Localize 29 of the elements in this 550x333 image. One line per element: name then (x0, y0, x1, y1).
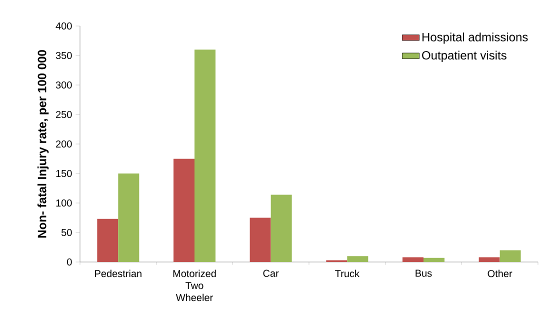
bar (402, 257, 424, 262)
y-tick-label: 300 (56, 81, 72, 89)
legend-label: Outpatient visits (422, 50, 506, 62)
bar (250, 218, 271, 262)
y-tick-label: 400 (56, 22, 72, 30)
y-tick-label: 200 (56, 140, 72, 148)
y-tick-label: 350 (56, 52, 72, 60)
bar (97, 218, 118, 262)
y-axis-title: Non- fatal Injury rate, per 100 000 (37, 50, 49, 238)
y-tick-label: 0 (67, 258, 72, 266)
x-tick-label: Car (263, 270, 279, 277)
y-tick-label: 250 (56, 110, 72, 118)
y-tick-label: 150 (56, 170, 72, 178)
bar (174, 158, 194, 262)
bar (347, 256, 368, 262)
bar (194, 50, 216, 262)
x-tick-label: Motorized Two Wheeler (173, 270, 216, 302)
y-tick-label: 100 (56, 199, 72, 207)
bar (478, 257, 500, 262)
bar (270, 194, 292, 262)
x-tick-label: Truck (335, 270, 360, 278)
x-tick-label: Other (488, 270, 512, 278)
legend-label: Hospital admissions (422, 32, 528, 44)
x-tick-label: Bus (416, 270, 432, 277)
x-tick-label: Pedestrian (95, 270, 142, 278)
bar (118, 174, 140, 262)
bar (423, 258, 444, 262)
bar (500, 250, 521, 262)
y-tick-label: 50 (61, 228, 72, 236)
